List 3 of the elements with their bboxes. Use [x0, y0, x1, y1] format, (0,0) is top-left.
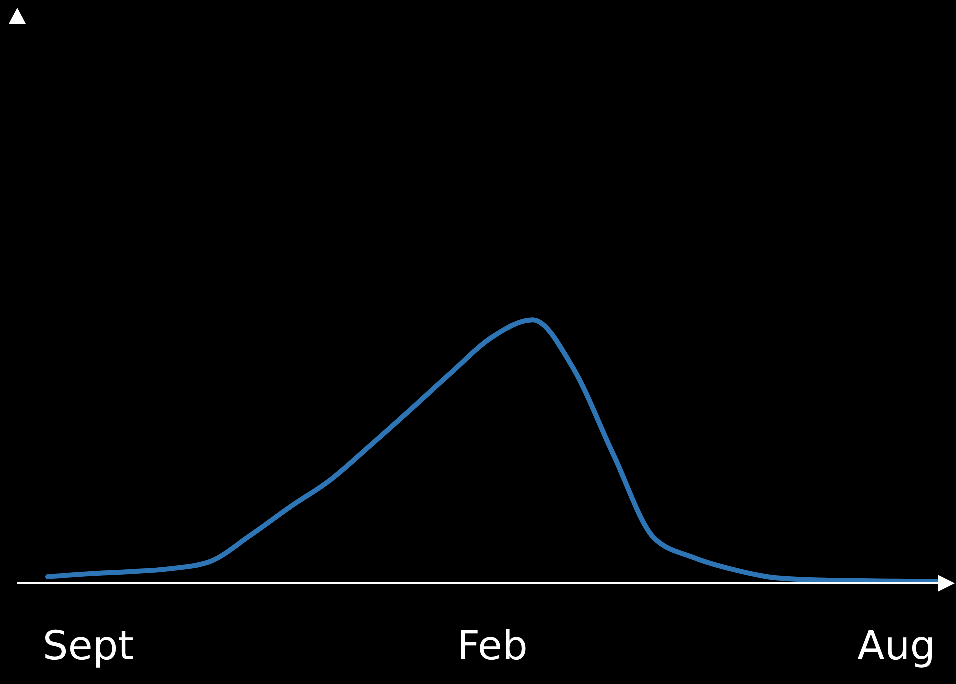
x-tick-label: Sept: [42, 623, 134, 670]
x-tick-label: Feb: [457, 623, 528, 670]
x-tick-label: Aug: [858, 623, 936, 670]
